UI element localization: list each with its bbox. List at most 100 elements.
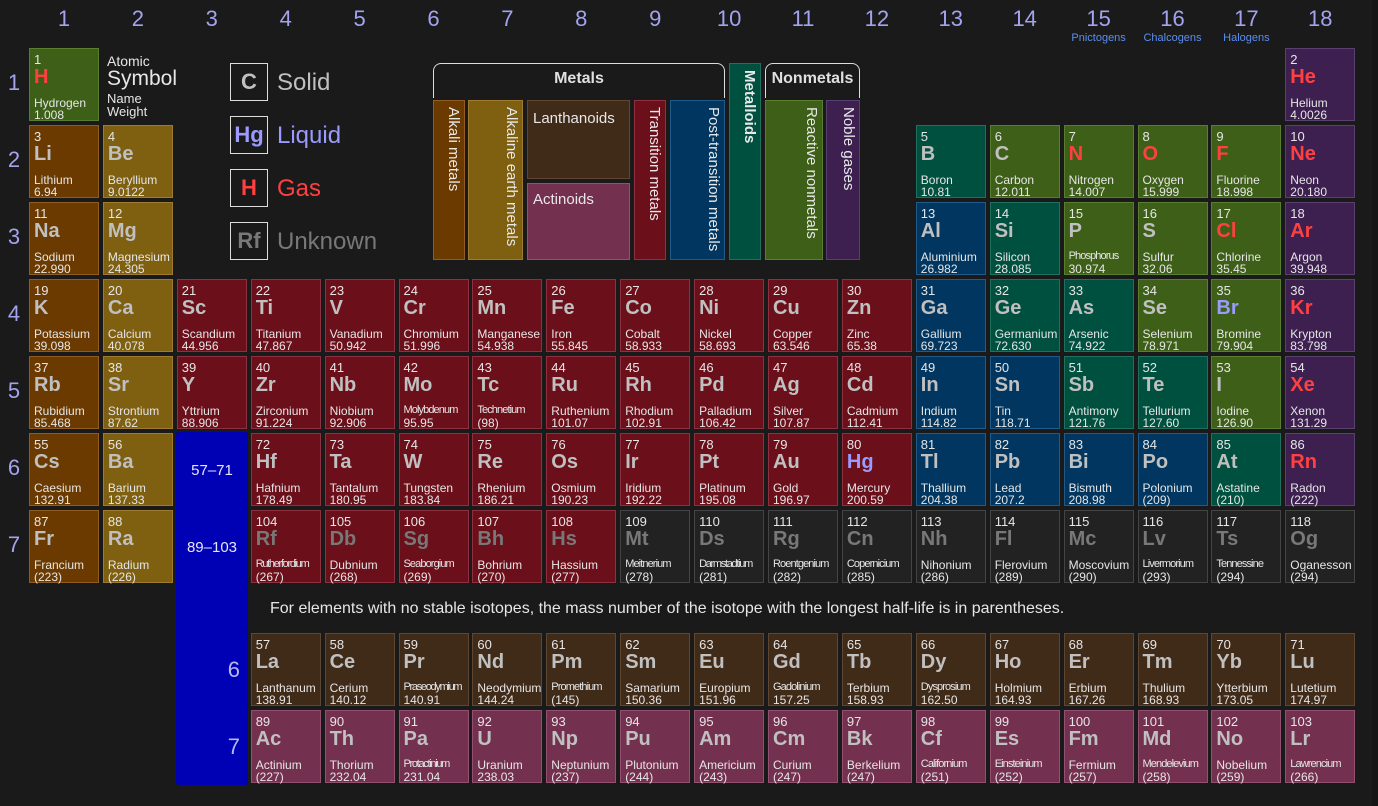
element-polonium[interactable]: 84 Po Polonium (209): [1137, 433, 1208, 507]
element-erbium[interactable]: 68 Er Erbium 167.26: [1063, 633, 1134, 707]
element-copper[interactable]: 29 Cu Copper 63.546: [768, 279, 838, 353]
element-niobium[interactable]: 41 Nb Niobium 92.906: [324, 356, 395, 430]
element-radium[interactable]: 88 Ra Radium (226): [102, 510, 173, 584]
element-promethium[interactable]: 61 Pm Promethium (145): [546, 633, 617, 707]
element-phosphorus[interactable]: 15 P Phosphorus 30.974: [1063, 202, 1134, 276]
element-technetium[interactable]: 43 Tc Technetium (98): [472, 356, 543, 430]
element-bromine[interactable]: 35 Br Bromine 79.904: [1211, 279, 1282, 353]
element-actinium[interactable]: 89 Ac Actinium (227): [250, 710, 321, 784]
element-nihonium[interactable]: 113 Nh Nihonium (286): [915, 510, 986, 584]
element-iron[interactable]: 26 Fe Iron 55.845: [546, 279, 617, 353]
element-neptunium[interactable]: 93 Np Neptunium (237): [546, 710, 617, 784]
element-gallium[interactable]: 31 Ga Gallium 69.723: [915, 279, 986, 353]
element-praseodymium[interactable]: 59 Pr Praseodymium 140.91: [398, 633, 469, 707]
element-dysprosium[interactable]: 66 Dy Dysprosium 162.50: [915, 633, 986, 707]
element-gadolinium[interactable]: 64 Gd Gadolinium 157.25: [768, 633, 838, 707]
element-lithium[interactable]: 3 Li Lithium 6.94: [29, 125, 99, 199]
element-chlorine[interactable]: 17 Cl Chlorine 35.45: [1211, 202, 1282, 276]
element-thulium[interactable]: 69 Tm Thulium 168.93: [1137, 633, 1208, 707]
element-carbon[interactable]: 6 C Carbon 12.011: [989, 125, 1060, 199]
element-silicon[interactable]: 14 Si Silicon 28.085: [989, 202, 1060, 276]
element-uranium[interactable]: 92 U Uranium 238.03: [472, 710, 543, 784]
element-neon[interactable]: 10 Ne Neon 20.180: [1285, 125, 1356, 199]
element-holmium[interactable]: 67 Ho Holmium 164.93: [989, 633, 1060, 707]
element-tungsten[interactable]: 74 W Tungsten 183.84: [398, 433, 469, 507]
element-fluorine[interactable]: 9 F Fluorine 18.998: [1211, 125, 1282, 199]
element-bohrium[interactable]: 107 Bh Bohrium (270): [472, 510, 543, 584]
element-europium[interactable]: 63 Eu Europium 151.96: [694, 633, 765, 707]
element-caesium[interactable]: 55 Cs Caesium 132.91: [29, 433, 99, 507]
element-curium[interactable]: 96 Cm Curium (247): [768, 710, 838, 784]
element-titanium[interactable]: 22 Ti Titanium 47.867: [250, 279, 321, 353]
element-terbium[interactable]: 65 Tb Terbium 158.93: [841, 633, 912, 707]
element-roentgenium[interactable]: 111 Rg Roentgenium (282): [768, 510, 838, 584]
element-tin[interactable]: 50 Sn Tin 118.71: [989, 356, 1060, 430]
element-cobalt[interactable]: 27 Co Cobalt 58.933: [620, 279, 691, 353]
element-iridium[interactable]: 77 Ir Iridium 192.22: [620, 433, 691, 507]
element-radon[interactable]: 86 Rn Radon (222): [1285, 433, 1356, 507]
element-manganese[interactable]: 25 Mn Manganese 54.938: [472, 279, 543, 353]
element-thorium[interactable]: 90 Th Thorium 232.04: [324, 710, 395, 784]
element-helium[interactable]: 2 He Helium 4.0026: [1285, 48, 1356, 122]
element-indium[interactable]: 49 In Indium 114.82: [915, 356, 986, 430]
element-sodium[interactable]: 11 Na Sodium 22.990: [29, 202, 99, 276]
element-gold[interactable]: 79 Au Gold 196.97: [768, 433, 838, 507]
element-tantalum[interactable]: 73 Ta Tantalum 180.95: [324, 433, 395, 507]
element-lead[interactable]: 82 Pb Lead 207.2: [989, 433, 1060, 507]
element-selenium[interactable]: 34 Se Selenium 78.971: [1137, 279, 1208, 353]
element-hassium[interactable]: 108 Hs Hassium (277): [546, 510, 617, 584]
element-vanadium[interactable]: 23 V Vanadium 50.942: [324, 279, 395, 353]
element-astatine[interactable]: 85 At Astatine (210): [1211, 433, 1282, 507]
legend-alkaline-earth-metals[interactable]: Alkaline earth metals: [468, 100, 523, 260]
element-sulfur[interactable]: 16 S Sulfur 32.06: [1137, 202, 1208, 276]
element-osmium[interactable]: 76 Os Osmium 190.23: [546, 433, 617, 507]
element-tennessine[interactable]: 117 Ts Tennessine (294): [1211, 510, 1282, 584]
element-dubnium[interactable]: 105 Db Dubnium (268): [324, 510, 395, 584]
element-bismuth[interactable]: 83 Bi Bismuth 208.98: [1063, 433, 1134, 507]
element-magnesium[interactable]: 12 Mg Magnesium 24.305: [102, 202, 173, 276]
element-ytterbium[interactable]: 70 Yb Ytterbium 173.05: [1211, 633, 1282, 707]
element-chromium[interactable]: 24 Cr Chromium 51.996: [398, 279, 469, 353]
element-scandium[interactable]: 21 Sc Scandium 44.956: [176, 279, 247, 353]
element-oganesson[interactable]: 118 Og Oganesson (294): [1285, 510, 1356, 584]
element-germanium[interactable]: 32 Ge Germanium 72.630: [989, 279, 1060, 353]
element-nickel[interactable]: 28 Ni Nickel 58.693: [694, 279, 765, 353]
element-berkelium[interactable]: 97 Bk Berkelium (247): [841, 710, 912, 784]
element-potassium[interactable]: 19 K Potassium 39.098: [29, 279, 99, 353]
element-rutherfordium[interactable]: 104 Rf Rutherfordium (267): [250, 510, 321, 584]
element-aluminium[interactable]: 13 Al Aluminium 26.982: [915, 202, 986, 276]
element-rhodium[interactable]: 45 Rh Rhodium 102.91: [620, 356, 691, 430]
element-lawrencium[interactable]: 103 Lr Lawrencium (266): [1285, 710, 1356, 784]
legend-actinoids[interactable]: Actinoids: [527, 183, 630, 260]
element-rubidium[interactable]: 37 Rb Rubidium 85.468: [29, 356, 99, 430]
element-plutonium[interactable]: 94 Pu Plutonium (244): [620, 710, 691, 784]
f-block-indicator[interactable]: 57–71 89–103 6 7: [176, 432, 248, 785]
element-meitnerium[interactable]: 109 Mt Meitnerium (278): [620, 510, 691, 584]
element-moscovium[interactable]: 115 Mc Moscovium (290): [1063, 510, 1134, 584]
element-palladium[interactable]: 46 Pd Palladium 106.42: [694, 356, 765, 430]
element-einsteinium[interactable]: 99 Es Einsteinium (252): [989, 710, 1060, 784]
legend-lanthanoids[interactable]: Lanthanoids: [527, 100, 630, 179]
element-boron[interactable]: 5 B Boron 10.81: [915, 125, 986, 199]
element-ruthenium[interactable]: 44 Ru Ruthenium 101.07: [546, 356, 617, 430]
element-zinc[interactable]: 30 Zn Zinc 65.38: [841, 279, 912, 353]
element-fermium[interactable]: 100 Fm Fermium (257): [1063, 710, 1134, 784]
element-zirconium[interactable]: 40 Zr Zirconium 91.224: [250, 356, 321, 430]
legend-metalloids[interactable]: Metalloids: [729, 63, 761, 260]
element-americium[interactable]: 95 Am Americium (243): [694, 710, 765, 784]
element-oxygen[interactable]: 8 O Oxygen 15.999: [1137, 125, 1208, 199]
legend-reactive-nonmetals[interactable]: Reactive nonmetals: [765, 100, 823, 260]
scrollbar[interactable]: [1372, 0, 1378, 806]
element-lanthanum[interactable]: 57 La Lanthanum 138.91: [250, 633, 321, 707]
element-yttrium[interactable]: 39 Y Yttrium 88.906: [176, 356, 247, 430]
element-platinum[interactable]: 78 Pt Platinum 195.08: [694, 433, 765, 507]
element-molybdenum[interactable]: 42 Mo Molybdenum 95.95: [398, 356, 469, 430]
element-francium[interactable]: 87 Fr Francium (223): [29, 510, 99, 584]
element-xenon[interactable]: 54 Xe Xenon 131.29: [1285, 356, 1356, 430]
element-iodine[interactable]: 53 I Iodine 126.90: [1211, 356, 1282, 430]
element-protactinium[interactable]: 91 Pa Protactinium 231.04: [398, 710, 469, 784]
element-thallium[interactable]: 81 Tl Thallium 204.38: [915, 433, 986, 507]
element-nobelium[interactable]: 102 No Nobelium (259): [1211, 710, 1282, 784]
element-seaborgium[interactable]: 106 Sg Seaborgium (269): [398, 510, 469, 584]
legend-alkali-metals[interactable]: Alkali metals: [433, 100, 465, 260]
